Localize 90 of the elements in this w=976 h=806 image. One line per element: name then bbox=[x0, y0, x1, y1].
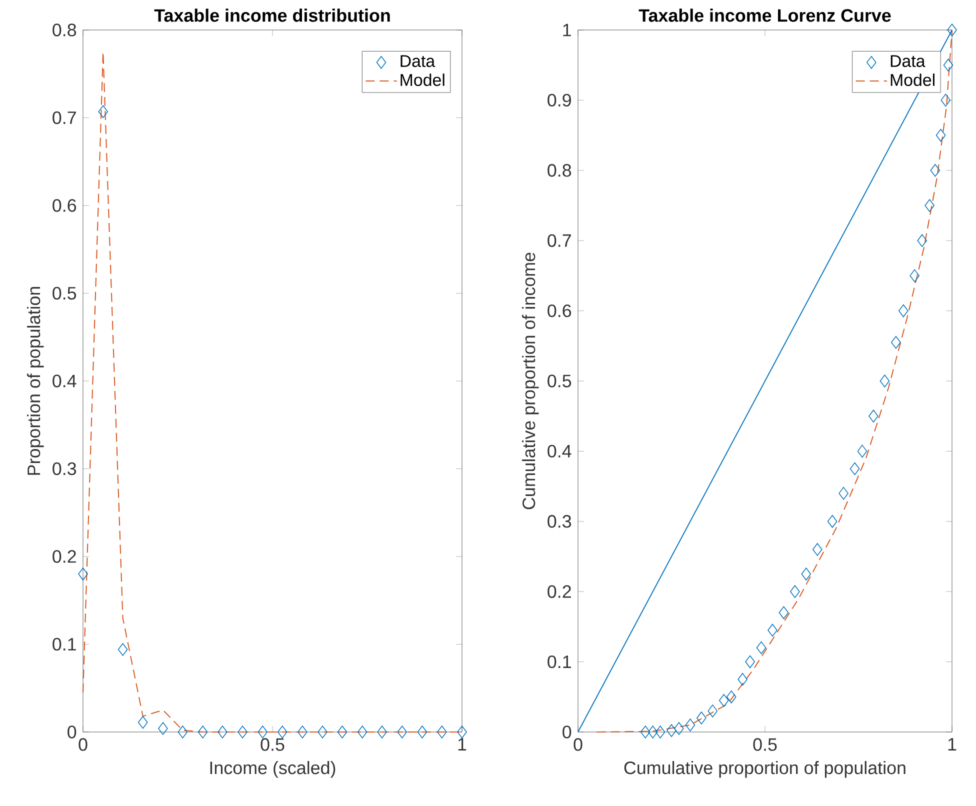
y-tick-label: 0.4 bbox=[52, 374, 76, 388]
point bbox=[674, 722, 684, 735]
y-tick-label: 0.1 bbox=[548, 655, 571, 668]
point bbox=[397, 726, 408, 738]
point bbox=[457, 726, 467, 738]
y-tick-label: 0.5 bbox=[548, 374, 572, 388]
y-tick-label: 0.6 bbox=[52, 199, 76, 212]
point bbox=[756, 641, 766, 654]
point bbox=[666, 724, 676, 737]
y-tick-label: 0 bbox=[68, 726, 76, 738]
x-tick-label: 0.5 bbox=[753, 738, 777, 751]
point bbox=[768, 624, 778, 637]
point bbox=[940, 94, 951, 107]
point bbox=[801, 568, 812, 580]
point bbox=[708, 704, 718, 718]
point bbox=[891, 336, 901, 349]
x-axis-title: Income (scaled) bbox=[210, 761, 336, 778]
point bbox=[685, 718, 696, 732]
point bbox=[357, 726, 368, 738]
y-tick-label: 0.7 bbox=[52, 111, 76, 124]
point bbox=[857, 444, 868, 458]
point bbox=[218, 726, 228, 738]
point bbox=[640, 726, 650, 738]
legend-label: Data bbox=[890, 55, 926, 68]
x-tick-label: 0.5 bbox=[260, 738, 284, 751]
point bbox=[936, 128, 946, 142]
point bbox=[898, 304, 908, 318]
x-tick-label: 1 bbox=[458, 738, 466, 751]
point bbox=[655, 726, 666, 738]
point bbox=[178, 726, 188, 738]
chart-title: Taxable income Lorenz Curve bbox=[638, 8, 891, 22]
y-tick-label: 0.8 bbox=[548, 164, 572, 177]
point bbox=[718, 694, 729, 707]
point bbox=[910, 269, 920, 282]
x-tick-label: 1 bbox=[948, 738, 956, 751]
y-tick-label: 0.9 bbox=[548, 94, 571, 107]
y-tick-label: 0.6 bbox=[548, 304, 572, 318]
point bbox=[880, 374, 890, 388]
y-tick-label: 1 bbox=[563, 24, 571, 36]
y-tick-label: 0.4 bbox=[548, 444, 572, 458]
point bbox=[778, 606, 789, 620]
y-tick-label: 0.2 bbox=[548, 585, 571, 598]
y-tick-label: 0 bbox=[562, 726, 572, 738]
y-tick-label: 0.5 bbox=[52, 286, 76, 300]
y-tick-label: 0.3 bbox=[52, 462, 76, 476]
point bbox=[943, 58, 954, 72]
point bbox=[930, 164, 940, 177]
point bbox=[78, 568, 88, 580]
point bbox=[827, 515, 838, 528]
point bbox=[648, 726, 658, 738]
y-tick-label: 0.8 bbox=[52, 24, 76, 36]
x-tick-label: 0 bbox=[78, 738, 88, 751]
y-tick-label: 0.1 bbox=[52, 638, 76, 651]
point bbox=[947, 24, 957, 36]
y-axis-title: Proportion of population bbox=[27, 286, 44, 475]
point bbox=[726, 690, 736, 704]
legend-label: Model bbox=[400, 74, 444, 86]
point bbox=[258, 726, 268, 738]
point bbox=[277, 726, 288, 738]
y-tick-label: 0.3 bbox=[548, 515, 572, 528]
point bbox=[318, 726, 328, 738]
point bbox=[158, 722, 168, 735]
point bbox=[790, 585, 800, 598]
point bbox=[812, 543, 822, 556]
y-tick-label: 0.2 bbox=[52, 550, 76, 563]
chart-title: Taxable income distribution bbox=[154, 8, 390, 22]
legend-label: Model bbox=[890, 74, 934, 86]
point bbox=[377, 726, 387, 738]
point bbox=[917, 234, 927, 247]
y-axis-title: Cumulative proportion of income bbox=[522, 252, 539, 510]
point bbox=[738, 672, 748, 686]
legend-label: Data bbox=[400, 55, 436, 68]
point bbox=[696, 712, 706, 724]
point bbox=[417, 726, 428, 738]
point bbox=[745, 655, 755, 668]
point bbox=[850, 462, 860, 476]
point bbox=[298, 726, 308, 738]
point bbox=[118, 643, 128, 656]
point bbox=[138, 716, 148, 729]
x-tick-label: 0 bbox=[574, 738, 582, 751]
x-axis-title: Cumulative proportion of population bbox=[624, 761, 906, 778]
point bbox=[437, 726, 447, 738]
point bbox=[924, 199, 934, 212]
point bbox=[238, 726, 248, 738]
point bbox=[198, 726, 208, 738]
point bbox=[337, 726, 348, 738]
point bbox=[868, 410, 878, 422]
y-tick-label: 0.7 bbox=[548, 234, 571, 247]
point bbox=[838, 486, 848, 500]
point bbox=[98, 105, 108, 118]
